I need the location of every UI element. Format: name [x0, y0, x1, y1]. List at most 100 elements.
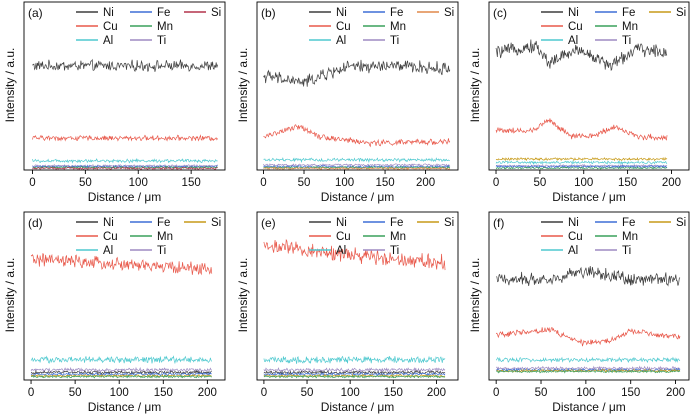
series-si-line: [32, 166, 218, 171]
x-axis-label: Distance / μm: [88, 190, 162, 204]
legend-label-si: Si: [444, 217, 454, 229]
series-ni-line: [32, 58, 218, 73]
x-tick-label: 50: [298, 177, 311, 189]
panel-label: (c): [493, 6, 507, 20]
series-al-line: [32, 157, 218, 164]
panel-3: 0 50 100 150 200 Distance / μm Intensity / a.u…: [468, 1, 690, 204]
series-mn-line: [30, 374, 212, 379]
legend-label-ni: Ni: [568, 217, 579, 229]
plot-frame: [488, 1, 690, 171]
x-tick-label: 50: [533, 177, 546, 189]
x-axis-label: Distance / μm: [321, 400, 395, 414]
legend-label-ti: Ti: [622, 245, 631, 257]
x-tick-label: 150: [621, 387, 640, 399]
panel-label: (d): [28, 216, 43, 230]
y-axis-label: Intensity / a.u.: [468, 48, 482, 123]
legend-label-al: Al: [103, 245, 113, 257]
panel-2: 0 50 100 150 200 Distance / μm Intensity / a.u…: [236, 1, 459, 204]
series-cu-line: [30, 253, 213, 276]
series-al-line: [263, 157, 450, 164]
x-tick-label: 200: [666, 387, 685, 399]
series-al-line: [263, 355, 446, 364]
legend-label-cu: Cu: [336, 231, 351, 243]
x-tick-label: 50: [535, 387, 548, 399]
x-tick-label: 0: [260, 177, 266, 189]
legend-label-cu: Cu: [103, 231, 118, 243]
x-tick-label: 50: [301, 387, 314, 399]
x-tick-label: 150: [384, 387, 403, 399]
series-ni-line: [263, 369, 446, 376]
x-axis-label: Distance / μm: [552, 400, 626, 414]
series-mn-line: [495, 166, 668, 170]
series-si-line: [495, 156, 668, 162]
legend-label-cu: Cu: [568, 21, 583, 33]
legend-label-ni: Ni: [568, 7, 579, 19]
x-tick-label: 150: [154, 387, 173, 399]
panel-label: (b): [261, 6, 276, 20]
series-si-line: [263, 166, 451, 171]
legend: Ni Fe Si Cu Mn Al Ti: [309, 7, 454, 47]
panel-label: (e): [261, 216, 276, 230]
legend-label-si: Si: [676, 217, 686, 229]
y-axis-label: Intensity / a.u.: [3, 48, 17, 123]
plot-frame: [23, 1, 226, 171]
x-tick-label: 0: [493, 387, 499, 399]
legend: Ni Fe Si Cu Mn Al Ti: [541, 7, 686, 47]
plot-frame: [23, 211, 226, 381]
series-ni-line: [496, 265, 681, 287]
x-tick-label: 200: [416, 177, 435, 189]
x-tick-label: 50: [69, 387, 82, 399]
series-al-line: [30, 355, 213, 365]
panel-4: 0 50 100 150 200 Distance / μm Intensity / a.u…: [3, 211, 226, 414]
panel-5: 0 50 100 150 200 Distance / μm Intensity / a.u…: [236, 211, 459, 414]
legend-label-fe: Fe: [390, 217, 403, 229]
series-fe-line: [263, 164, 451, 169]
series-al-line: [495, 356, 681, 364]
x-tick-label: 100: [576, 387, 595, 399]
legend-label-al: Al: [103, 35, 113, 47]
x-axis-label: Distance / μm: [88, 400, 162, 414]
legend-label-si: Si: [676, 7, 686, 19]
y-axis-label: Intensity / a.u.: [468, 258, 482, 333]
series-ti-line: [263, 163, 451, 168]
series-al-line: [495, 159, 668, 166]
y-axis-label: Intensity / a.u.: [3, 258, 17, 333]
x-axis-label: Distance / μm: [321, 190, 395, 204]
x-tick-label: 200: [427, 387, 446, 399]
legend-label-mn: Mn: [622, 231, 638, 243]
series-ni-line: [495, 39, 668, 72]
x-tick-label: 100: [129, 177, 148, 189]
series-fe-line: [32, 164, 218, 169]
legend-label-ni: Ni: [103, 7, 114, 19]
series-ni-line: [30, 369, 212, 376]
series-cu-line: [495, 118, 668, 141]
series-ti-line: [30, 366, 212, 373]
series-ti-line: [263, 367, 446, 373]
x-tick-label: 150: [182, 177, 201, 189]
legend-label-al: Al: [568, 35, 578, 47]
legend-label-si: Si: [211, 217, 221, 229]
x-tick-label: 100: [574, 177, 593, 189]
legend-label-si: Si: [211, 7, 221, 19]
y-axis-label: Intensity / a.u.: [236, 48, 250, 123]
series-mn-line: [496, 369, 681, 374]
series-mn-line: [263, 374, 446, 379]
legend-label-mn: Mn: [157, 21, 173, 33]
series-si-line: [496, 368, 681, 373]
legend-label-fe: Fe: [390, 7, 403, 19]
legend-label-si: Si: [444, 7, 454, 19]
plot-frame: [488, 211, 690, 381]
x-tick-label: 150: [375, 177, 394, 189]
series-cu-line: [263, 238, 446, 271]
x-tick-label: 0: [28, 387, 34, 399]
panel-1: 0 50 100 150 Distance / μm Intensity / a.u. (a…: [3, 1, 226, 204]
x-tick-label: 150: [618, 177, 637, 189]
series-cu-line: [495, 326, 681, 347]
series-ti-line: [495, 365, 681, 372]
legend-label-ti: Ti: [390, 35, 399, 47]
legend-label-mn: Mn: [390, 21, 406, 33]
legend: Ni Fe Si Cu Mn Al Ti: [541, 217, 686, 257]
legend-label-mn: Mn: [622, 21, 638, 33]
x-tick-label: 100: [335, 177, 354, 189]
